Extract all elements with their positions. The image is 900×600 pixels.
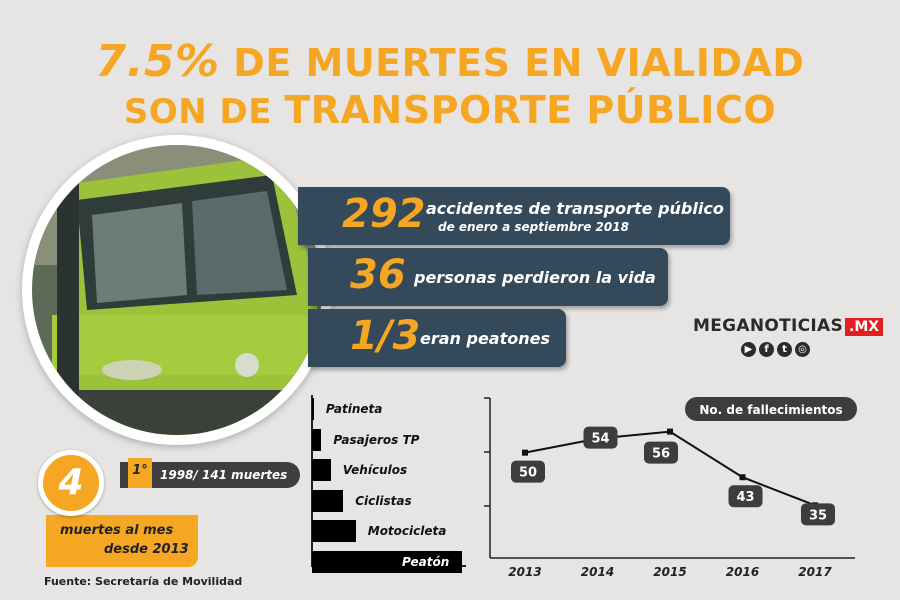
stat-deaths: 36 personas perdieron la vida — [308, 248, 668, 306]
monthly-line-1: muertes al mes — [60, 523, 174, 538]
line-x-tick-label: 2014 — [581, 565, 614, 579]
brand-logo: MEGANOTICIAS .MX ▶ f t ◎ — [693, 316, 884, 357]
line-point — [739, 474, 746, 481]
twitter-icon[interactable]: t — [777, 342, 792, 357]
bus-photo — [22, 135, 332, 445]
record-text: 1998/ 141 muertes — [160, 468, 288, 482]
monthly-badge: 4 — [38, 450, 104, 516]
brand-suffix: .MX — [845, 318, 884, 336]
brand-name: MEGANOTICIAS — [693, 316, 844, 336]
line-legend-label: No. de fallecimientos — [699, 403, 842, 417]
monthly-deaths-box: muertes al mes desde 2013 — [46, 515, 198, 567]
bar-4 — [312, 520, 356, 542]
line-value-label: 54 — [591, 432, 609, 447]
line-x-tick-label: 2017 — [798, 565, 832, 579]
headline-big: TRANSPORTE PÚBLICO — [284, 88, 777, 132]
bar-label: Motocicleta — [367, 524, 447, 538]
bar-5 — [312, 550, 462, 573]
headline-percent: 7.5% — [95, 36, 220, 87]
stat-number: 292 — [342, 191, 426, 237]
monthly-line-2: desde 2013 — [104, 542, 189, 557]
line-point — [667, 428, 673, 435]
line-x-tick-label: 2013 — [508, 565, 541, 579]
headline-line-1: 7.5% DE MUERTES EN VIALIDAD — [0, 36, 900, 87]
line-legend-box — [685, 397, 857, 421]
stat-text: eran peatones — [420, 329, 551, 348]
line-x-tick-label: 2016 — [726, 565, 759, 579]
bar-axis-y — [311, 395, 313, 567]
record-rank: 1° — [128, 458, 152, 488]
line-value-label: 35 — [809, 508, 827, 523]
stat-number: 36 — [350, 252, 406, 298]
stat-accidents: 292 accidentes de transporte público de … — [298, 187, 730, 245]
social-icons: ▶ f t ◎ — [741, 342, 883, 357]
headline-line-2: SON DE TRANSPORTE PÚBLICO — [0, 88, 900, 132]
youtube-icon[interactable]: ▶ — [741, 342, 756, 357]
stat-text: personas perdieron la vida — [414, 268, 656, 287]
record-year-bar: 1° 1998/ 141 muertes — [120, 458, 300, 488]
line-x-tick-label: 2015 — [653, 565, 686, 579]
facebook-icon[interactable]: f — [759, 342, 774, 357]
bar-3 — [312, 489, 344, 512]
bar-label: Vehículos — [342, 463, 408, 477]
line-value-box — [583, 426, 618, 449]
bar-2 — [312, 459, 331, 481]
stat-number: 1/3 — [350, 313, 421, 359]
line-point — [522, 449, 528, 456]
bar-label: Peatón — [402, 554, 450, 569]
line-value-label: 43 — [736, 490, 754, 505]
line-value-box — [728, 485, 763, 508]
bar-0 — [312, 398, 314, 420]
bar-label: Pasajeros TP — [333, 432, 420, 447]
instagram-icon[interactable]: ◎ — [795, 342, 810, 357]
bar-label: Ciclistas — [355, 493, 412, 508]
headline-small: SON DE — [123, 92, 272, 132]
stat-text: accidentes de transporte público — [426, 199, 724, 218]
line-value-box — [801, 503, 835, 526]
line-value-label: 50 — [519, 466, 537, 481]
line-chart: 50 2013 54 2014 56 2015 43 2016 35 2017 No. de fal… — [484, 397, 857, 579]
bar-label: Patineta — [325, 402, 383, 416]
line-value-label: 56 — [652, 447, 670, 462]
line-value-box — [511, 460, 545, 483]
bar-1 — [312, 428, 322, 451]
source-note: Fuente: Secretaría de Movilidad — [44, 575, 243, 588]
stat-pedestrians: 1/3 eran peatones — [308, 309, 566, 367]
line-value-box — [644, 441, 678, 464]
headline-rest: DE MUERTES EN VIALIDAD — [233, 41, 805, 85]
monthly-number: 4 — [58, 462, 84, 503]
stat-subtext: de enero a septiembre 2018 — [438, 220, 629, 234]
bar-chart: Patineta Pasajeros TP Vehículos Ciclistas Mo… — [310, 393, 470, 573]
